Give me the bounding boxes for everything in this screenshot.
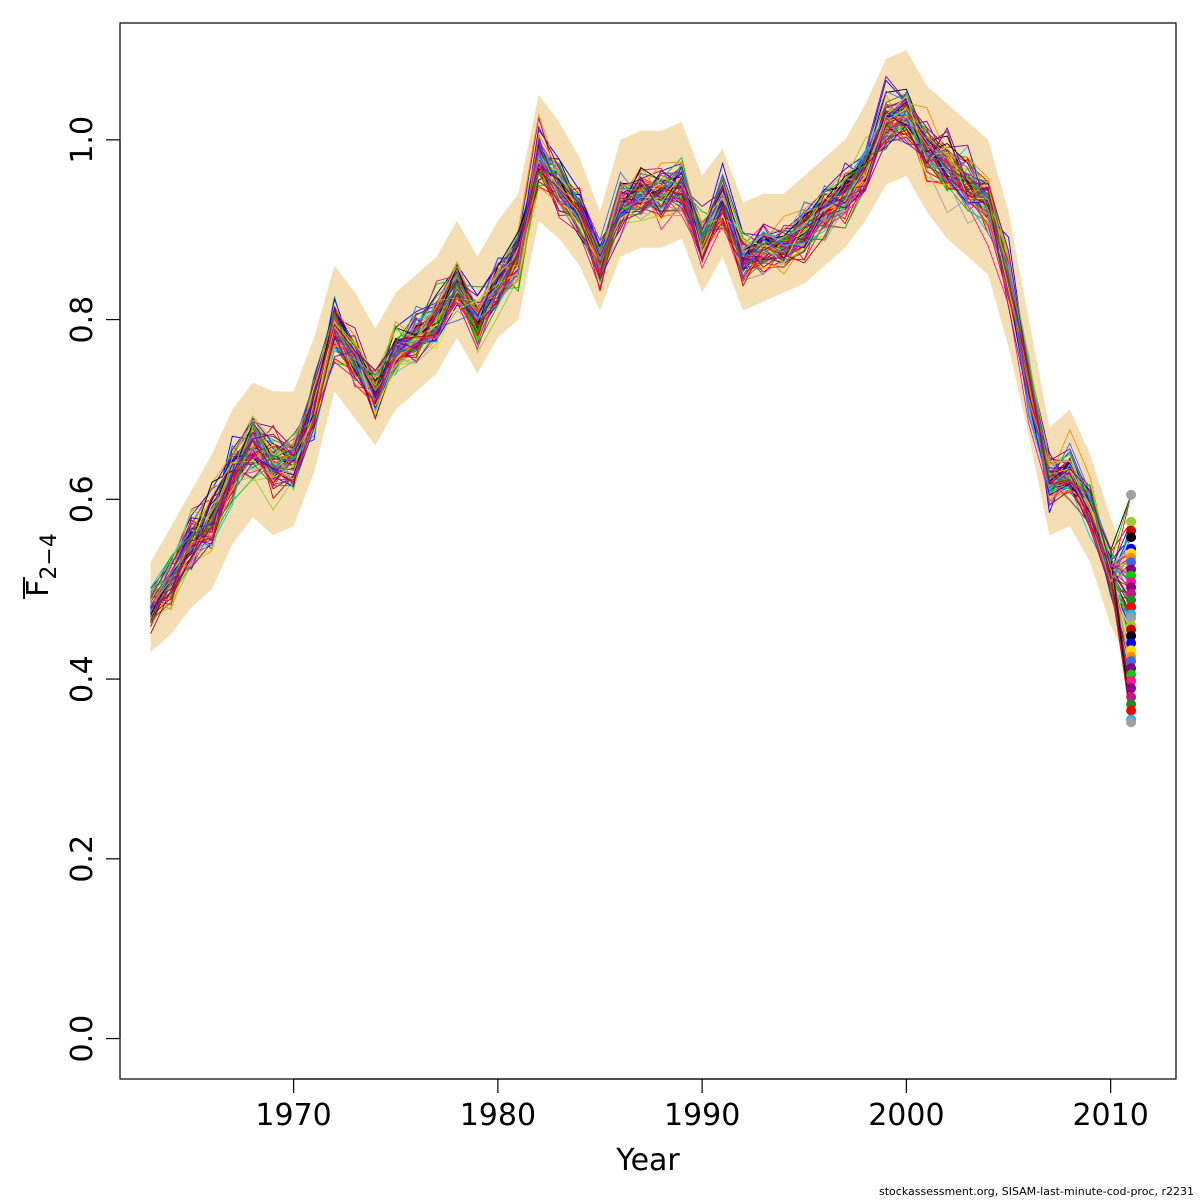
y-axis: 0.0 0.2 0.4 0.6 0.8 1.0 xyxy=(65,116,121,1063)
series-line xyxy=(150,116,1132,603)
svg-text:F2−4: F2−4 xyxy=(21,533,62,597)
final-point xyxy=(1126,516,1137,527)
x-tick-label: 1990 xyxy=(664,1098,740,1133)
x-axis: 1970 1980 1990 2000 2010 xyxy=(255,1078,1149,1133)
final-point xyxy=(1126,557,1137,568)
final-point xyxy=(1126,692,1137,702)
final-point xyxy=(1126,595,1137,605)
x-axis-title: Year xyxy=(615,1143,680,1178)
final-point xyxy=(1126,705,1137,716)
x-tick-label: 1980 xyxy=(460,1098,536,1133)
y-tick-label: 1.0 xyxy=(65,116,100,164)
x-tick-label: 1970 xyxy=(255,1098,331,1133)
x-tick-label: 2000 xyxy=(868,1098,944,1133)
y-axis-title-subscript: 2−4 xyxy=(37,533,62,579)
series-line xyxy=(150,107,1132,602)
final-point xyxy=(1126,630,1137,641)
final-point xyxy=(1126,489,1137,500)
final-point xyxy=(1126,613,1137,623)
final-point xyxy=(1126,602,1137,613)
y-axis-title: F2−4 xyxy=(21,533,62,599)
footer-credit: stockassessment.org, SISAM-last-minute-c… xyxy=(879,1185,1194,1198)
final-year-points xyxy=(1126,489,1137,728)
series-line xyxy=(150,114,1132,698)
final-point xyxy=(1126,675,1137,686)
y-axis-title-main: F xyxy=(21,580,56,597)
y-tick-label: 0.0 xyxy=(65,1015,100,1063)
y-tick-label: 0.4 xyxy=(65,655,100,703)
final-point xyxy=(1126,656,1137,667)
y-tick-label: 0.2 xyxy=(65,835,100,883)
y-tick-label: 0.6 xyxy=(65,475,100,523)
y-tick-label: 0.8 xyxy=(65,296,100,344)
series-line xyxy=(150,102,1132,619)
final-point xyxy=(1126,717,1137,728)
final-point xyxy=(1126,532,1137,543)
series-line xyxy=(150,128,1132,618)
x-tick-label: 2010 xyxy=(1072,1098,1148,1133)
series-line xyxy=(150,110,1132,609)
final-point xyxy=(1126,683,1137,694)
series-lines xyxy=(150,75,1132,723)
final-point xyxy=(1126,638,1137,649)
